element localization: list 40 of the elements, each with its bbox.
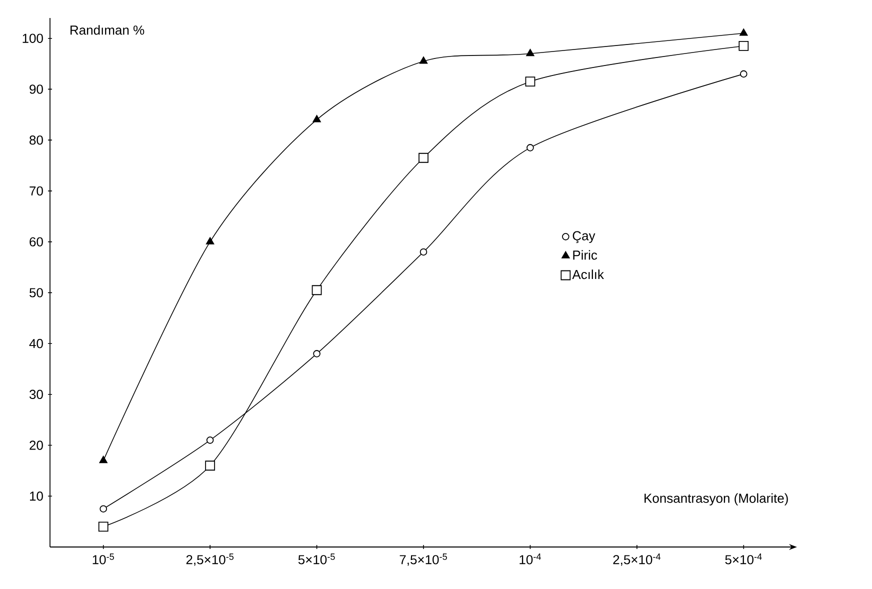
point bbox=[312, 115, 321, 122]
legend-label: Çay bbox=[572, 231, 596, 243]
y-tick-label: 30 bbox=[30, 390, 43, 399]
y-tick-label: 70 bbox=[30, 186, 43, 196]
point bbox=[206, 237, 214, 244]
point bbox=[525, 76, 536, 87]
point bbox=[418, 152, 428, 163]
point bbox=[738, 41, 749, 51]
y-tick-label: 80 bbox=[30, 135, 43, 145]
y-tick-label: 90 bbox=[30, 84, 43, 94]
point bbox=[740, 28, 748, 36]
point bbox=[206, 436, 214, 444]
x-tick-label: 10$^{-4}$ bbox=[520, 554, 541, 564]
x-tick-label: 2,5×10$^{-4}$ bbox=[613, 554, 661, 566]
point bbox=[526, 144, 534, 152]
x-tick-label: 5×10$^{-4}$ bbox=[725, 554, 762, 564]
point bbox=[420, 248, 428, 256]
y-axis-title: Randıman % bbox=[70, 25, 144, 35]
point bbox=[205, 460, 216, 471]
x-axis-title: Konsantrasyon (Molarite) bbox=[644, 493, 788, 506]
x-tick-label: 10$^{-5}$ bbox=[92, 554, 114, 564]
legend-label: Piric bbox=[573, 250, 598, 260]
point bbox=[526, 48, 534, 56]
y-tick-label: 100 bbox=[22, 34, 43, 43]
x-tick-label: 5×10$^{-5}$ bbox=[298, 554, 335, 564]
legend-label: Acılık bbox=[572, 270, 604, 280]
point bbox=[740, 70, 748, 78]
point bbox=[98, 522, 108, 532]
y-tick-label: 50 bbox=[30, 288, 43, 298]
y-tick-label: 40 bbox=[29, 338, 43, 348]
x-tick-label: 2,5×10$^{-5}$ bbox=[186, 554, 234, 566]
y-tick-label: 10 bbox=[30, 492, 43, 501]
point bbox=[312, 285, 322, 296]
x-tick-label: 7,5×10$^{-5}$ bbox=[400, 554, 447, 566]
point bbox=[100, 505, 108, 512]
y-tick-label: 60 bbox=[30, 237, 43, 246]
point bbox=[419, 56, 428, 64]
y-tick-label: 20 bbox=[30, 440, 43, 450]
point bbox=[99, 456, 108, 464]
point bbox=[313, 350, 320, 358]
